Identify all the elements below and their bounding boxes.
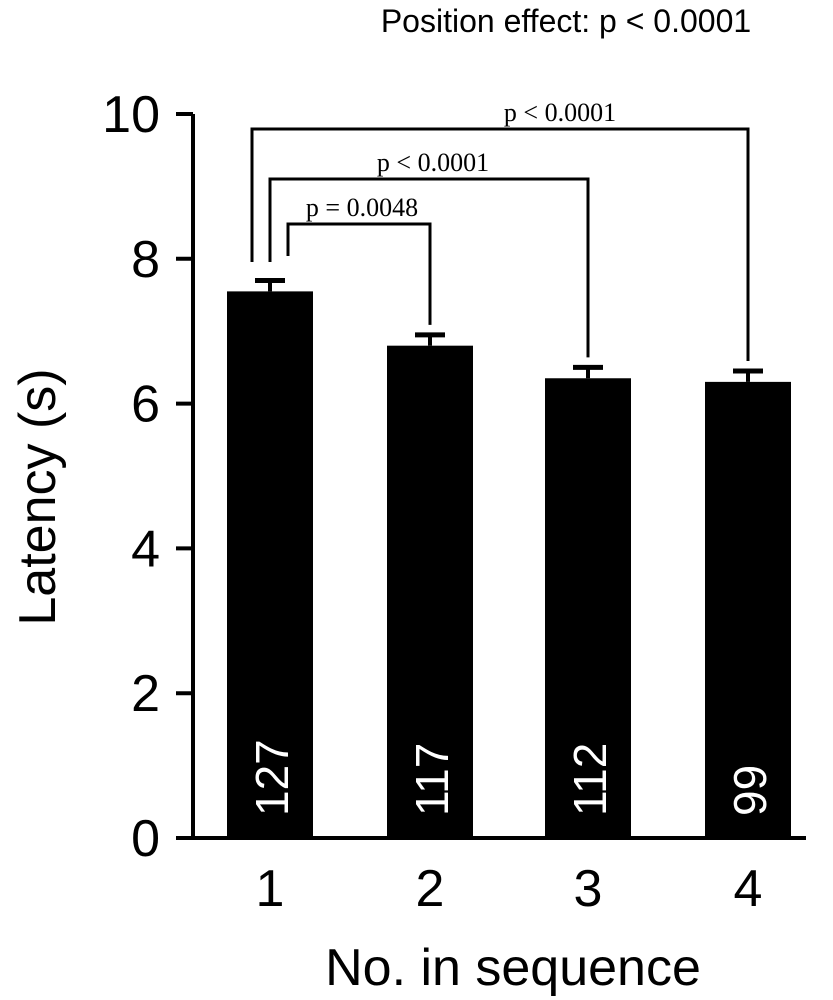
y-tick-label: 8 xyxy=(131,231,160,289)
y-tick-label: 6 xyxy=(131,376,160,434)
y-tick-label: 2 xyxy=(131,665,160,723)
significance-label: p = 0.0048 xyxy=(306,193,418,222)
significance-label: p < 0.0001 xyxy=(504,98,616,127)
x-tick-label: 2 xyxy=(416,860,445,918)
overall-stat: Position effect: p < 0.0001 xyxy=(381,3,751,39)
bar-count-label: 112 xyxy=(564,743,616,816)
bar xyxy=(387,345,473,838)
x-tick-label: 1 xyxy=(256,860,285,918)
bar-count-label: 127 xyxy=(246,739,298,816)
y-tick-label: 4 xyxy=(131,520,160,578)
y-tick-label: 10 xyxy=(102,86,160,144)
significance-bracket xyxy=(250,127,750,362)
bar xyxy=(545,378,631,838)
bar-count-label: 117 xyxy=(406,743,458,816)
significance-bracket xyxy=(286,222,432,325)
bars: 127 117 112 99 xyxy=(227,278,791,838)
y-tick-label: 0 xyxy=(131,810,160,868)
x-axis-label: No. in sequence xyxy=(325,939,701,997)
y-ticks: 0 2 4 6 8 10 xyxy=(102,86,193,868)
significance-bracket xyxy=(268,177,590,358)
x-tick-labels: 1 2 3 4 xyxy=(256,860,763,918)
y-axis-label: Latency (s) xyxy=(9,368,67,625)
bar xyxy=(227,291,313,838)
x-tick-label: 4 xyxy=(734,860,763,918)
significance-label: p < 0.0001 xyxy=(377,148,489,177)
x-tick-label: 3 xyxy=(574,860,603,918)
bar-count-label: 99 xyxy=(724,765,776,816)
significance-brackets: p = 0.0048 p < 0.0001 p < 0.0001 xyxy=(250,98,750,362)
bar xyxy=(705,381,791,838)
